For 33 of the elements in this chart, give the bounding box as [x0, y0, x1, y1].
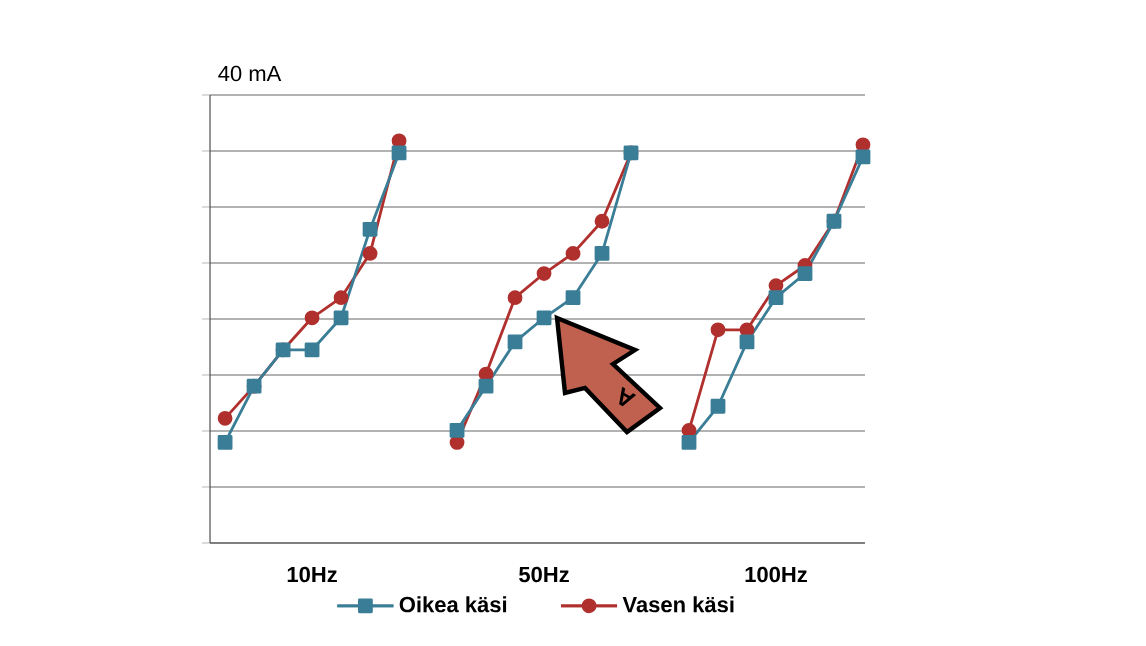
- point: [565, 290, 581, 306]
- point: [362, 246, 378, 261]
- y-axis-title: 40 mA: [218, 65, 282, 82]
- point: [333, 310, 349, 326]
- point: [855, 149, 871, 165]
- point: [333, 290, 349, 306]
- point: [768, 290, 784, 306]
- point: [217, 435, 233, 450]
- x-tick-label: 100Hz: [745, 566, 807, 583]
- point: [449, 422, 465, 438]
- point: [565, 246, 581, 261]
- point: [594, 246, 610, 261]
- point: [507, 334, 523, 350]
- point: [478, 378, 494, 394]
- point: [536, 310, 552, 326]
- point: [507, 290, 523, 306]
- point: [797, 266, 813, 281]
- point: [739, 334, 755, 350]
- x-tick-label: 10Hz: [287, 566, 337, 583]
- legend-label: Oikea käsi: [399, 596, 507, 613]
- point: [391, 145, 407, 161]
- point: [217, 410, 233, 426]
- point: [710, 322, 726, 338]
- legend-label: Vasen käsi: [622, 596, 734, 613]
- point: [362, 221, 378, 237]
- point: [304, 342, 320, 358]
- point: [536, 266, 552, 281]
- point: [304, 310, 320, 326]
- point: [710, 398, 726, 414]
- point: [594, 213, 610, 229]
- annotation: A: [619, 386, 637, 407]
- point: [681, 435, 697, 450]
- x-tick-label: 50Hz: [519, 566, 569, 583]
